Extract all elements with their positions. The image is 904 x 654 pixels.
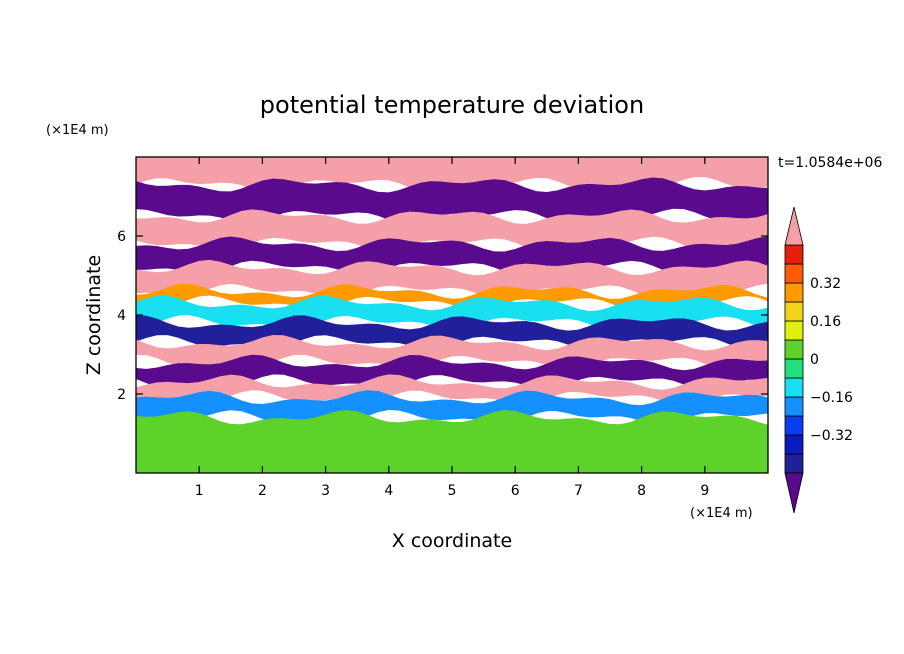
time-label: t=1.0584e+06 <box>778 155 882 171</box>
colorbar-segment <box>784 339 804 360</box>
colorbar-segment <box>784 396 804 417</box>
colorbar-segment <box>784 282 804 303</box>
y-tick-label: 4 <box>117 308 126 324</box>
colorbar-segment <box>784 358 804 379</box>
colorbar-segment <box>784 263 804 284</box>
colorbar-tick-label: −0.16 <box>810 390 853 406</box>
colorbar-segment <box>784 377 804 398</box>
x-tick-label: 6 <box>511 483 520 499</box>
y-unit-label: (×1E4 m) <box>46 123 109 138</box>
colorbar-tick-label: 0 <box>810 352 819 368</box>
contour-band <box>136 236 768 276</box>
x-tick-label: 2 <box>258 483 267 499</box>
y-tick-label: 6 <box>117 229 126 245</box>
contour-band <box>136 335 768 371</box>
contour-band <box>136 354 768 390</box>
colorbar-segment <box>784 453 804 474</box>
colorbar-segment <box>784 301 804 322</box>
y-tick-label: 2 <box>117 387 126 403</box>
contour-band <box>136 390 768 426</box>
colorbar-segment <box>784 415 804 436</box>
x-tick-label: 5 <box>448 483 457 499</box>
chart-title: potential temperature deviation <box>260 91 644 119</box>
x-tick-label: 4 <box>384 483 393 499</box>
x-axis: 1 2 3 4 5 6 7 8 9 <box>195 157 709 499</box>
contour-band <box>136 374 768 406</box>
colorbar-extend-min <box>784 472 804 514</box>
x-tick-label: 8 <box>637 483 646 499</box>
x-tick-label: 1 <box>195 483 204 499</box>
contour-band <box>136 409 768 473</box>
y-axis-title: Z coordinate <box>83 255 105 375</box>
colorbar-tick-label: 0.16 <box>810 314 841 330</box>
colorbar-tick-label: 0.32 <box>810 276 841 292</box>
contour-band <box>136 259 768 299</box>
colorbar-segment <box>784 244 804 265</box>
contour-band <box>136 177 768 225</box>
colorbar-extend-max <box>784 206 804 246</box>
colorbar-segment <box>784 320 804 341</box>
x-tick-label: 3 <box>321 483 330 499</box>
x-axis-title: X coordinate <box>392 530 512 552</box>
x-tick-label: 7 <box>574 483 583 499</box>
colorbar-tick-label: −0.32 <box>810 428 853 444</box>
contour-field <box>136 157 768 473</box>
colorbar-segment <box>784 434 804 455</box>
x-tick-label: 9 <box>700 483 709 499</box>
y-axis: 2 4 6 <box>117 229 768 403</box>
x-unit-label: (×1E4 m) <box>690 506 753 521</box>
colorbar: 0.32 0.16 0 −0.16 −0.32 <box>784 206 853 514</box>
